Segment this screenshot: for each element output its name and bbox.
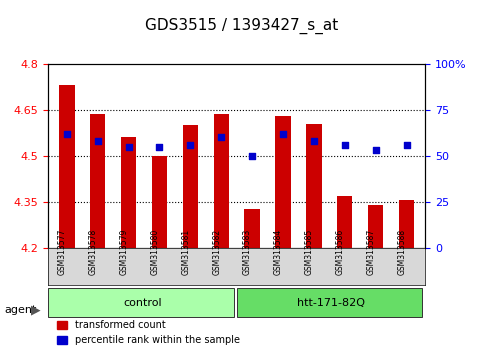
Point: [372, 147, 380, 153]
Text: GSM313581: GSM313581: [181, 228, 190, 275]
Text: GSM313578: GSM313578: [89, 228, 98, 275]
Bar: [306, 124, 322, 248]
Text: GSM313584: GSM313584: [274, 228, 283, 275]
Point: [279, 131, 287, 137]
Text: GSM313586: GSM313586: [336, 228, 345, 275]
Point: [403, 142, 411, 148]
Bar: [152, 156, 167, 248]
Bar: [368, 205, 384, 248]
Text: GSM313580: GSM313580: [151, 228, 159, 275]
Text: htt-171-82Q: htt-171-82Q: [297, 298, 365, 308]
Bar: [213, 114, 229, 248]
Bar: [90, 114, 105, 248]
Text: GSM313587: GSM313587: [367, 228, 376, 275]
Text: agent: agent: [5, 305, 37, 315]
Bar: [183, 125, 198, 248]
FancyBboxPatch shape: [48, 288, 234, 317]
Point: [63, 131, 71, 137]
Point: [156, 144, 163, 149]
Text: GSM313585: GSM313585: [305, 228, 314, 275]
Text: GSM313583: GSM313583: [243, 228, 252, 275]
Bar: [275, 116, 291, 248]
Text: ▶: ▶: [31, 303, 41, 316]
Point: [310, 138, 318, 144]
Bar: [399, 200, 414, 248]
Text: control: control: [123, 298, 162, 308]
Bar: [59, 85, 74, 248]
FancyBboxPatch shape: [237, 288, 422, 317]
Point: [125, 144, 132, 149]
Point: [217, 135, 225, 140]
Point: [341, 142, 349, 148]
Point: [94, 138, 101, 144]
Legend: transformed count, percentile rank within the sample: transformed count, percentile rank withi…: [53, 316, 243, 349]
Bar: [337, 196, 353, 248]
Text: GSM313579: GSM313579: [120, 228, 128, 275]
Point: [248, 153, 256, 159]
Text: GSM313577: GSM313577: [58, 228, 67, 275]
Point: [186, 142, 194, 148]
Bar: [121, 137, 136, 248]
Bar: [244, 210, 260, 248]
Text: GSM313588: GSM313588: [398, 228, 407, 275]
Text: GSM313582: GSM313582: [212, 228, 221, 275]
Text: GDS3515 / 1393427_s_at: GDS3515 / 1393427_s_at: [145, 18, 338, 34]
